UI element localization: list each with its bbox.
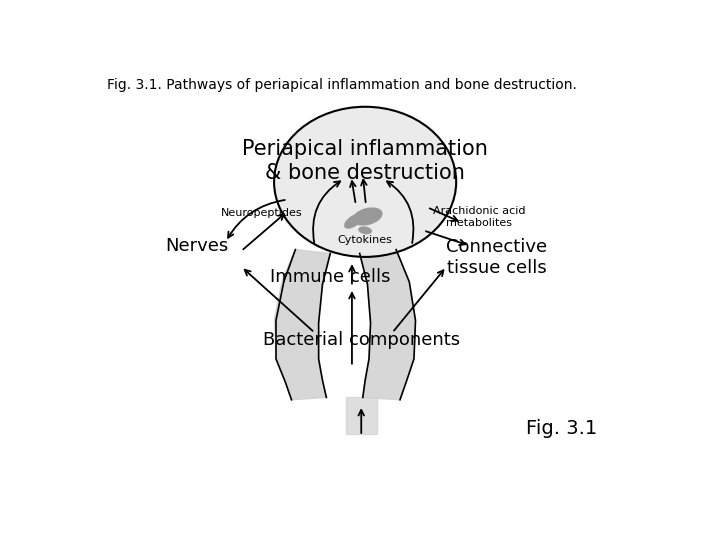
- Text: Cytokines: Cytokines: [338, 235, 392, 245]
- Text: Periapical inflammation
& bone destruction: Periapical inflammation & bone destructi…: [242, 139, 488, 183]
- Polygon shape: [346, 397, 377, 434]
- Text: Fig. 3.1: Fig. 3.1: [526, 418, 597, 438]
- Text: Immune cells: Immune cells: [270, 267, 390, 286]
- Text: Arachidonic acid
metabolites: Arachidonic acid metabolites: [433, 206, 526, 228]
- Ellipse shape: [344, 213, 363, 229]
- Ellipse shape: [274, 107, 456, 257]
- Polygon shape: [360, 249, 415, 400]
- Text: Fig. 3.1. Pathways of periapical inflammation and bone destruction.: Fig. 3.1. Pathways of periapical inflamm…: [107, 78, 577, 92]
- Text: Nerves: Nerves: [166, 237, 228, 255]
- Ellipse shape: [359, 226, 372, 234]
- Ellipse shape: [352, 207, 382, 226]
- Text: Bacterial components: Bacterial components: [263, 332, 460, 349]
- Text: Neuropeptides: Neuropeptides: [221, 208, 303, 218]
- Polygon shape: [274, 249, 330, 400]
- Text: Connective
tissue cells: Connective tissue cells: [446, 238, 547, 276]
